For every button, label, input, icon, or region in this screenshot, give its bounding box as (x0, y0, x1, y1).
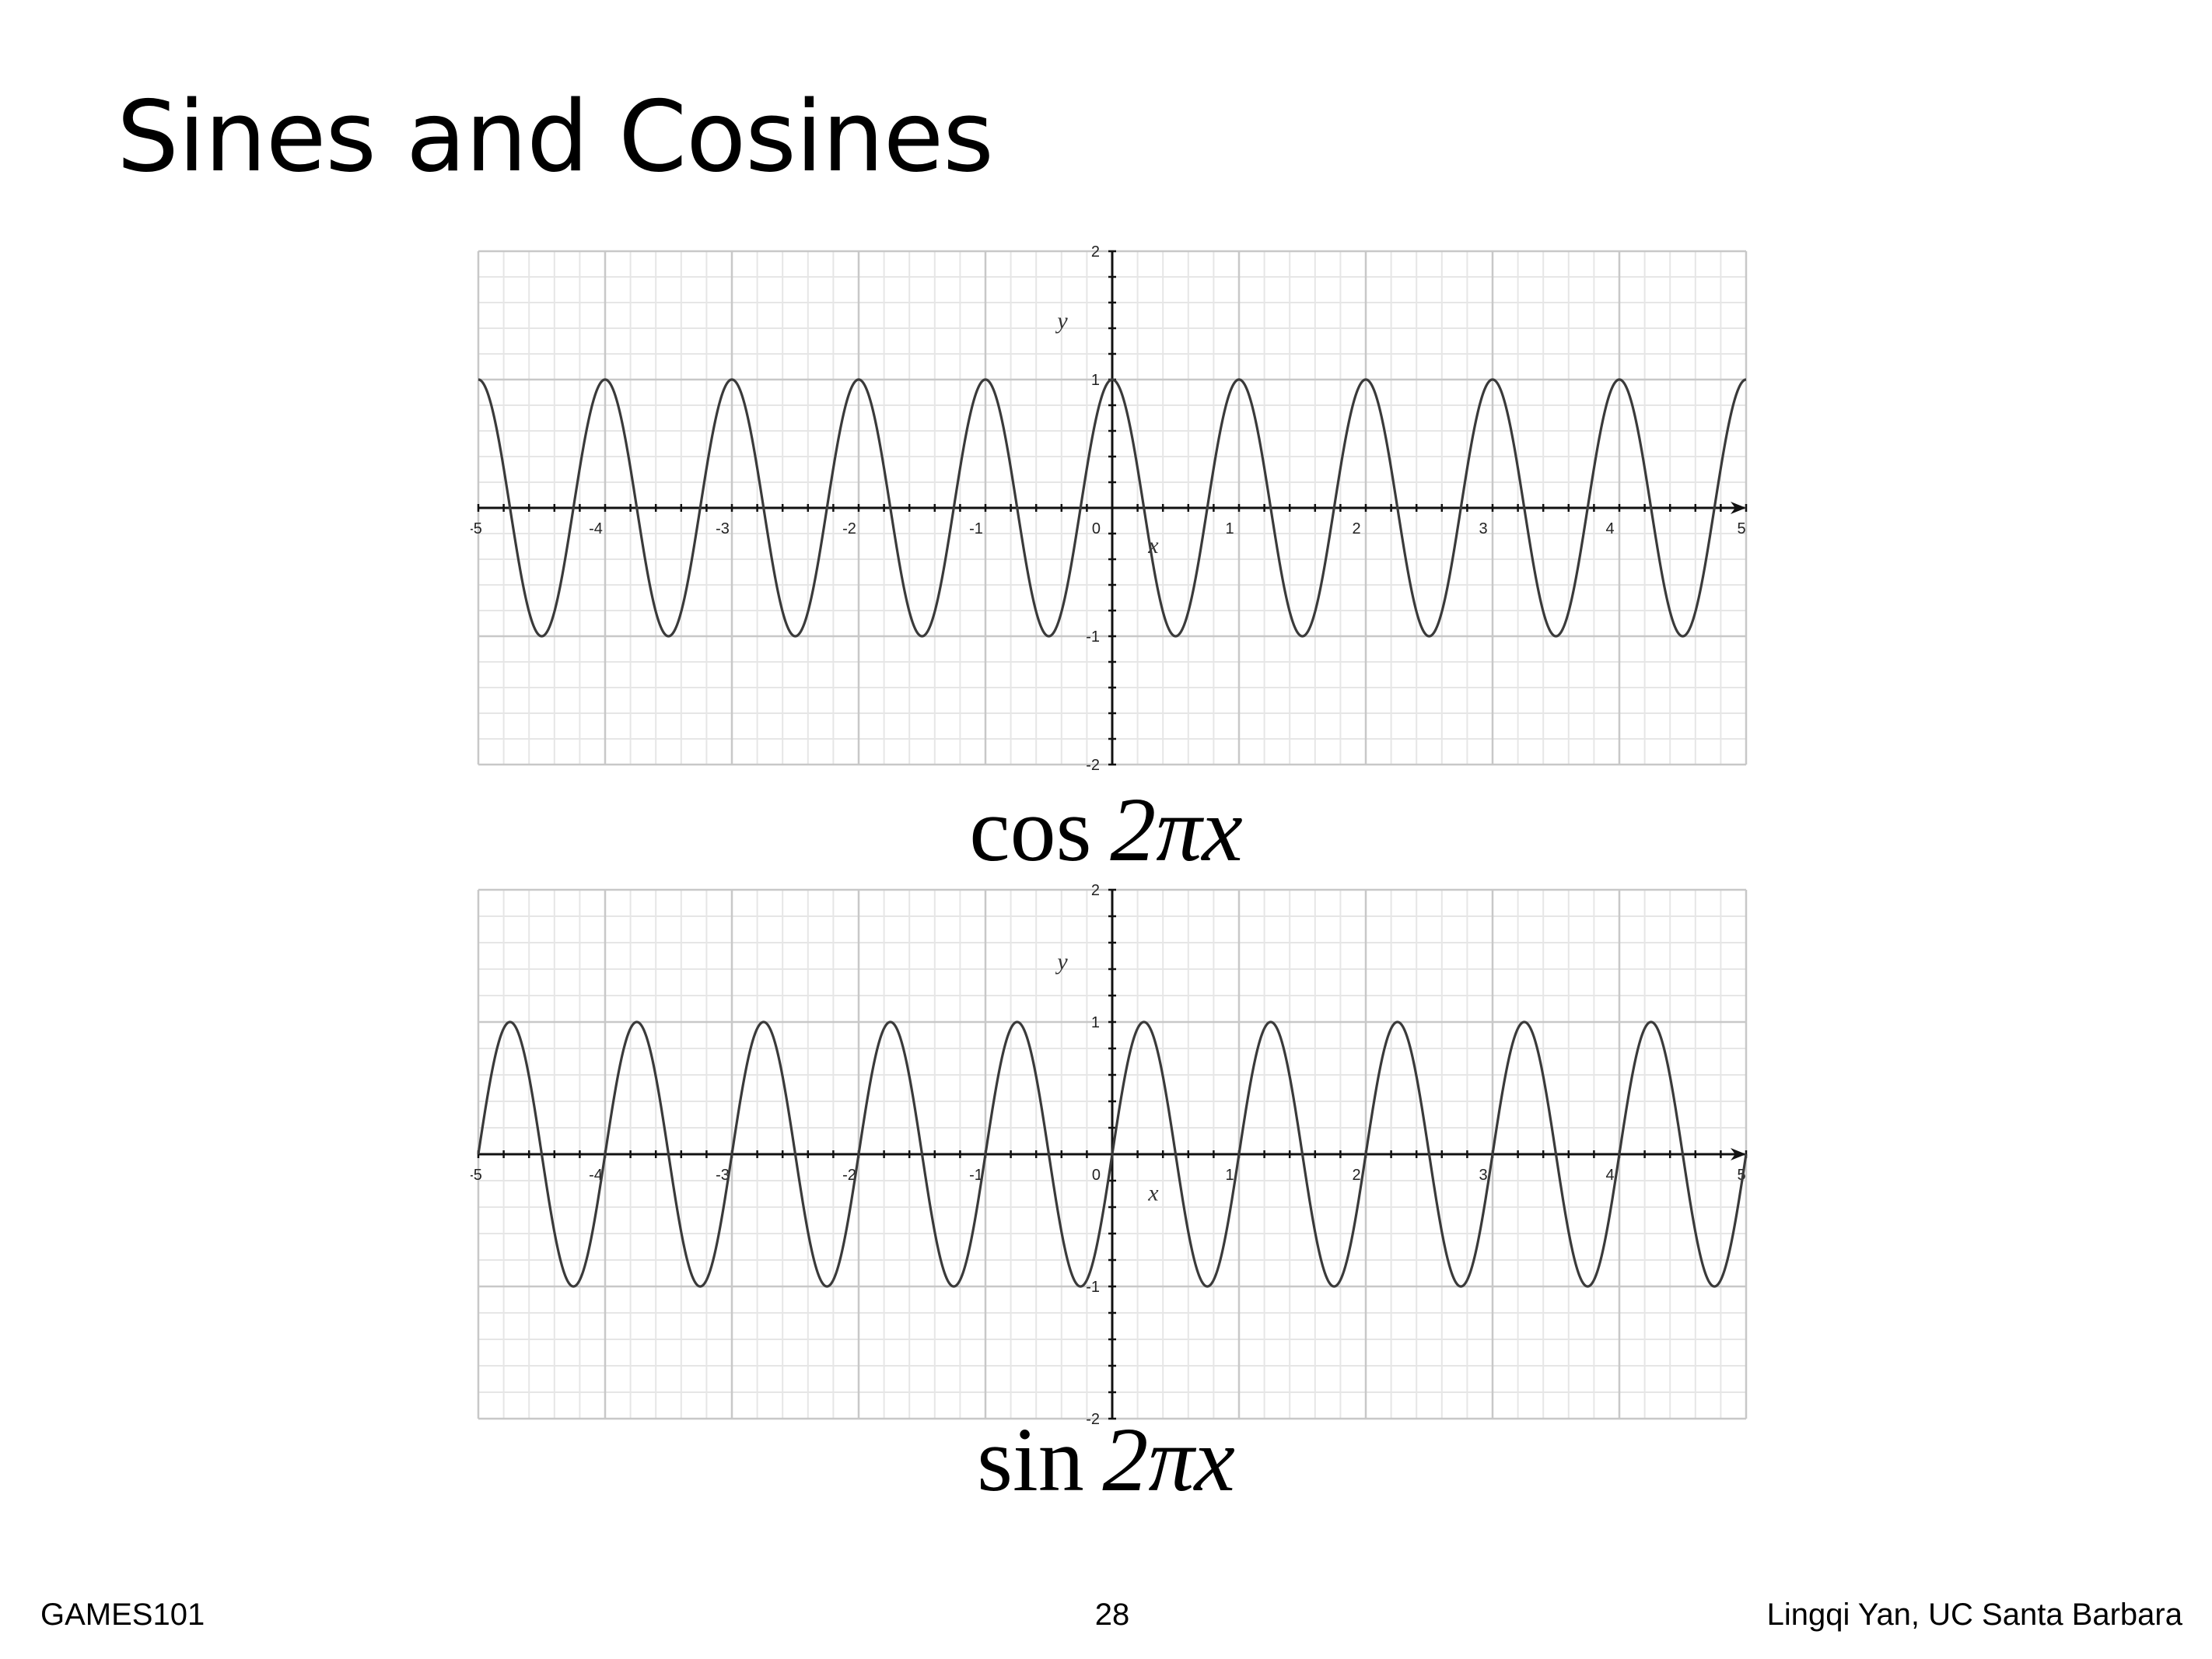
x-tick-label: 0 (1092, 520, 1101, 537)
x-tick-label: 3 (1479, 1167, 1487, 1184)
x-tick-label: -5 (471, 1167, 482, 1184)
cosine-formula: cos 2πx (873, 784, 1339, 876)
sine-plot: -5 -4 -3 -2 -1 0 1 2 3 4 5 -2 -1 1 2 x y (471, 882, 1754, 1426)
x-tick-label: -1 (969, 1167, 983, 1184)
series-curve (478, 378, 1747, 638)
x-tick-label: -3 (716, 520, 730, 537)
y-tick-label: 2 (1091, 882, 1100, 899)
x-tick-label: 0 (1092, 1167, 1101, 1184)
y-tick-label: -2 (1086, 757, 1100, 772)
axis-ticks (477, 250, 1748, 766)
x-tick-label: 4 (1605, 1167, 1614, 1184)
cosine-formula-function: cos (969, 779, 1092, 880)
x-tick-label: 1 (1225, 1167, 1234, 1184)
x-tick-label: -4 (589, 520, 603, 537)
x-tick-label: -3 (716, 1167, 730, 1184)
x-axis-arrowhead (1731, 1148, 1746, 1160)
cosine-formula-argument: 2πx (1110, 779, 1243, 880)
x-tick-label: -1 (969, 520, 983, 537)
x-tick-label: 3 (1479, 520, 1487, 537)
footer-author: Lingqi Yan, UC Santa Barbara (1766, 1598, 2182, 1632)
x-tick-label: 5 (1737, 1167, 1745, 1184)
sine-formula: sin 2πx (873, 1414, 1339, 1506)
y-tick-label: 1 (1091, 372, 1100, 389)
x-axis-label: x (1147, 1181, 1159, 1206)
series-curve (477, 1020, 1748, 1288)
x-tick-label: 1 (1225, 520, 1234, 537)
x-axis-arrowhead (1731, 502, 1746, 514)
y-axis-label: y (1055, 308, 1068, 334)
y-tick-label: -1 (1086, 628, 1100, 646)
x-tick-label: 5 (1737, 520, 1745, 537)
x-tick-label: 2 (1352, 520, 1360, 537)
footer-course-name: GAMES101 (40, 1598, 205, 1632)
x-tick-label: -2 (842, 520, 856, 537)
x-tick-label: 2 (1352, 1167, 1360, 1184)
y-tick-label: -2 (1086, 1411, 1100, 1426)
y-tick-label: 2 (1091, 243, 1100, 261)
footer-page-number: 28 (1094, 1598, 1130, 1632)
x-tick-label: -2 (842, 1167, 856, 1184)
slide-title: Sines and Cosines (117, 79, 994, 194)
y-tick-label: -1 (1086, 1279, 1100, 1296)
x-tick-label: -4 (589, 1167, 603, 1184)
x-tick-label: -5 (471, 520, 482, 537)
sine-formula-function: sin (977, 1409, 1084, 1510)
y-tick-label: 1 (1091, 1014, 1100, 1031)
x-tick-label: 4 (1605, 520, 1614, 537)
sine-formula-argument: 2πx (1102, 1409, 1235, 1510)
y-axis-label: y (1055, 949, 1068, 975)
